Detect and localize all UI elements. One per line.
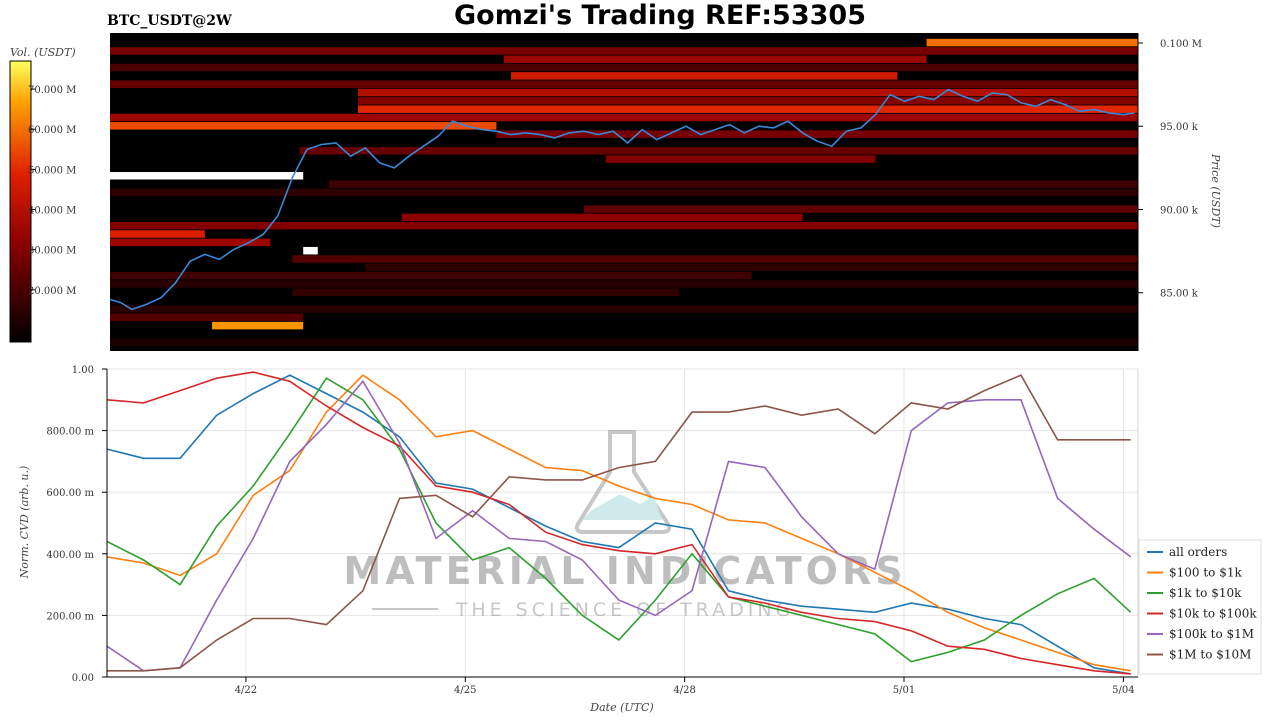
- heatmap-band: [110, 113, 1138, 122]
- legend-box: [1138, 539, 1262, 675]
- heatmap-band: [110, 172, 304, 180]
- colorbar-tick-label: 20.000 M: [28, 286, 76, 297]
- cvd-series-line: [106, 374, 1131, 675]
- heatmap-band: [357, 88, 1138, 97]
- heatmap-band: [110, 47, 1138, 55]
- heatmap-band: [110, 80, 1138, 88]
- heatmap-band: [110, 122, 497, 130]
- cvd-x-tick-label: 5/04: [1112, 685, 1134, 696]
- price-tick-label: 85.00 k: [1160, 289, 1199, 300]
- colorbar-ticks: 70.000 M 60.000 M 50.000 M 40.000 M 30.000 M…: [28, 85, 76, 297]
- heatmap-band: [110, 221, 1138, 230]
- heatmap-band: [110, 230, 205, 238]
- price-axis-label: Price (USDT): [1209, 153, 1222, 228]
- price-line: [109, 88, 1135, 311]
- heatmap-band: [292, 288, 679, 297]
- heatmap-band: [357, 105, 1138, 113]
- symbol-label: BTC_USDT@2W: [107, 13, 232, 29]
- watermark-subtitle: THE SCIENCE OF TRADING: [455, 599, 795, 621]
- cvd-y-tick-label: 800.00 m: [46, 427, 94, 438]
- price-tick-label: 95.00 k: [1160, 122, 1199, 133]
- price-axis: 0.100 M 95.00 k 90.00 k 85.00 k: [1137, 33, 1202, 351]
- colorbar-tick-label: 40.000 M: [28, 206, 76, 217]
- legend-label: $1M to $10M: [1169, 648, 1251, 662]
- cvd-y-axis-label: Norm. CVD (arb. u.): [18, 466, 31, 580]
- heatmap-band: [328, 180, 1139, 188]
- heatmap-band: [110, 338, 1138, 347]
- cvd-x-tick-label: 5/01: [893, 685, 915, 696]
- cvd-series-line: [106, 377, 1132, 663]
- heatmap-band: [926, 38, 1138, 47]
- legend-label: all orders: [1169, 545, 1227, 559]
- cvd-axes: 0.00 200.00 m 400.00 m 600.00 m 800.00 m 1.00…: [46, 365, 1138, 696]
- cvd-y-tick-label: 400.00 m: [46, 550, 94, 561]
- heatmap-band: [299, 147, 1138, 155]
- heatmap-panel: 0.100 M 95.00 k 90.00 k 85.00 k Price (USDT…: [109, 33, 1222, 351]
- watermark: MATERIAL INDICATORS THE SCIENCE OF TRADI…: [343, 430, 906, 621]
- cvd-lines: [106, 371, 1132, 675]
- cvd-y-tick-label: 200.00 m: [46, 611, 94, 622]
- heatmap-band: [365, 263, 1138, 272]
- colorbar-tick-label: 30.000 M: [28, 246, 76, 257]
- legend-label: $100 to $1k: [1169, 566, 1242, 580]
- legend-label: $1k to $10k: [1169, 586, 1242, 600]
- price-tick-label: 90.00 k: [1160, 205, 1199, 216]
- watermark-title: MATERIAL INDICATORS: [343, 549, 906, 593]
- cvd-x-tick-label: 4/22: [235, 685, 257, 696]
- cvd-series-line: [106, 379, 1132, 672]
- heatmap-band: [401, 213, 803, 222]
- heatmap-band: [110, 280, 1138, 288]
- heatmap-band: [110, 313, 304, 322]
- colorbar-tick-label: 50.000 M: [28, 165, 76, 176]
- cvd-y-tick-label: 600.00 m: [46, 488, 94, 499]
- heatmap-band: [303, 246, 318, 255]
- legend-label: $100k to $1M: [1169, 627, 1254, 641]
- colorbar-gradient: [9, 60, 32, 343]
- cvd-series-line: [106, 374, 1131, 672]
- cvd-y-tick-label: 1.00: [72, 365, 94, 376]
- heatmap-band: [583, 205, 1138, 213]
- cvd-x-tick-label: 4/28: [673, 685, 695, 696]
- heatmap-band: [605, 155, 876, 163]
- heatmap-band: [510, 72, 898, 80]
- heatmap-band: [110, 305, 1138, 313]
- price-tick-label: 0.100 M: [1160, 39, 1202, 50]
- colorbar-tick-label: 70.000 M: [28, 85, 76, 96]
- chart-title: Gomzi's Trading REF:53305: [454, 0, 866, 31]
- cvd-x-tick-label: 4/25: [454, 685, 476, 696]
- colorbar-label: Vol. (USDT): [10, 46, 76, 59]
- cvd-plot-area: [106, 368, 1139, 678]
- cvd-x-axis-label: Date (UTC): [589, 701, 653, 714]
- heatmap-band: [496, 130, 1138, 138]
- legend: all orders $100 to $1k $1k to $10k $10k to …: [1138, 539, 1262, 675]
- colorbar-tick-label: 60.000 M: [28, 125, 76, 136]
- cvd-series-line: [107, 374, 1131, 672]
- heatmap-bands: [110, 38, 1139, 347]
- heatmap-band: [357, 97, 1138, 105]
- heatmap-band: [110, 271, 752, 280]
- heatmap-band: [110, 188, 1138, 197]
- heatmap-band: [503, 55, 927, 63]
- legend-label: $10k to $100k: [1169, 607, 1257, 621]
- cvd-panel: MATERIAL INDICATORS THE SCIENCE OF TRADI…: [18, 365, 1262, 714]
- heatmap-band: [212, 321, 304, 330]
- heatmap-band: [110, 238, 271, 247]
- heatmap-band: [292, 255, 1138, 263]
- flask-liquid: [582, 494, 662, 520]
- cvd-series-line: [106, 371, 1131, 675]
- cvd-y-tick-label: 0.00: [72, 673, 94, 684]
- heatmap-band: [110, 63, 1138, 72]
- colorbar: Vol. (USDT) 70.000 M 60.000 M 50.000 M 40.0…: [9, 46, 76, 343]
